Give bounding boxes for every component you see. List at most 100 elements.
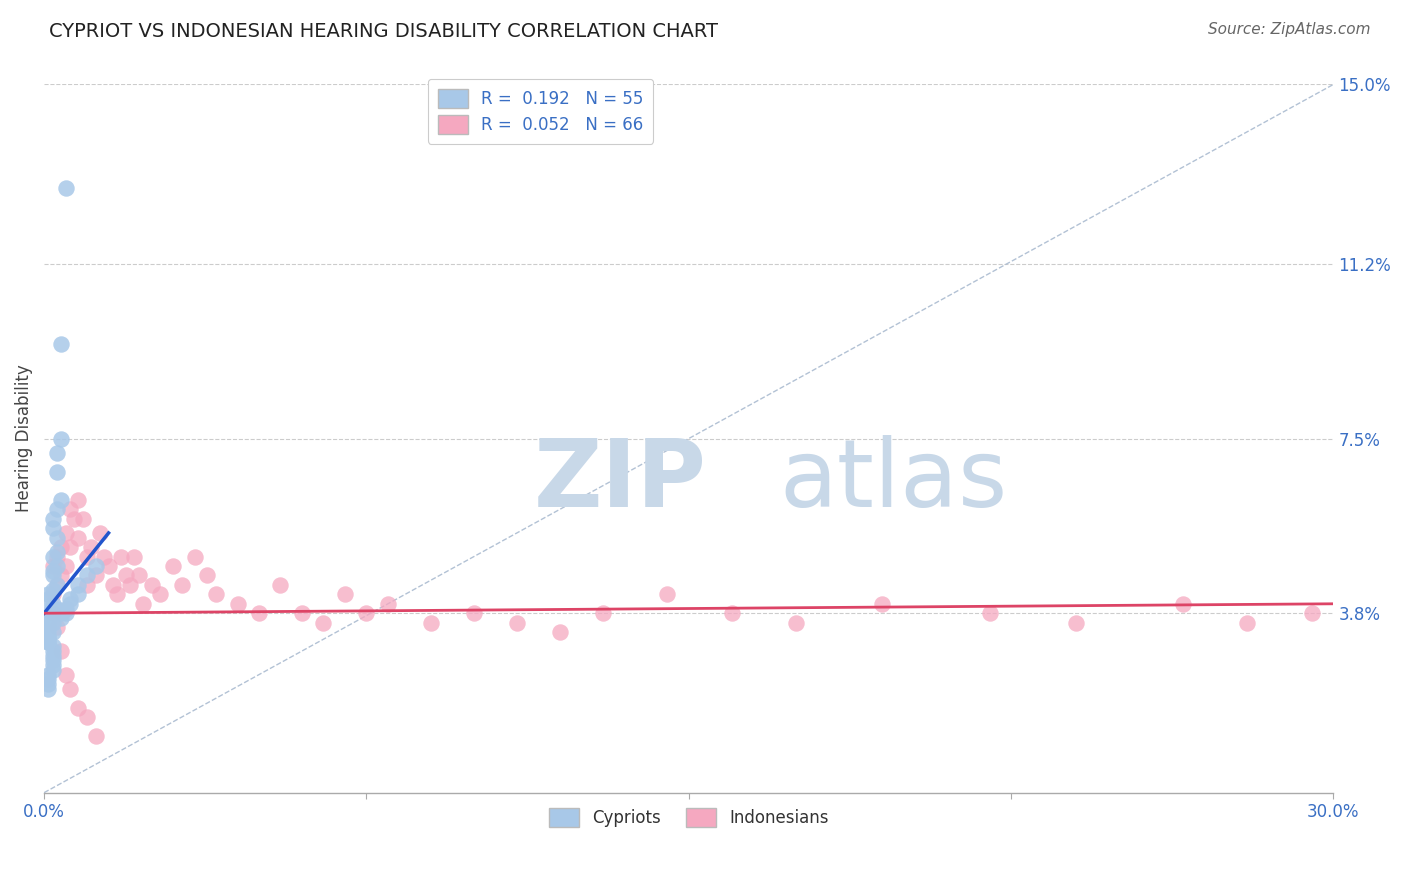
Point	[592, 606, 614, 620]
Point	[101, 578, 124, 592]
Point	[37, 615, 59, 630]
Point	[37, 673, 59, 687]
Point	[105, 587, 128, 601]
Point	[55, 181, 77, 195]
Point	[41, 568, 63, 582]
Point	[51, 611, 73, 625]
Point	[41, 648, 63, 663]
Point	[41, 512, 63, 526]
Point	[1236, 615, 1258, 630]
Point	[41, 653, 63, 667]
Point	[170, 578, 193, 592]
Point	[419, 615, 441, 630]
Point	[312, 615, 335, 630]
Point	[41, 640, 63, 654]
Point	[377, 597, 399, 611]
Point	[51, 606, 73, 620]
Point	[37, 606, 59, 620]
Point	[41, 549, 63, 564]
Point	[41, 606, 63, 620]
Point	[46, 549, 69, 564]
Point	[870, 597, 893, 611]
Point	[59, 597, 82, 611]
Point	[46, 531, 69, 545]
Point	[41, 601, 63, 615]
Point	[291, 606, 314, 620]
Point	[67, 700, 90, 714]
Point	[356, 606, 378, 620]
Text: atlas: atlas	[779, 435, 1007, 527]
Point	[59, 502, 82, 516]
Point	[41, 582, 63, 597]
Point	[37, 681, 59, 696]
Point	[84, 559, 107, 574]
Point	[333, 587, 356, 601]
Point	[41, 564, 63, 578]
Point	[46, 601, 69, 615]
Point	[37, 592, 59, 607]
Point	[41, 597, 63, 611]
Point	[205, 587, 228, 601]
Point	[76, 578, 98, 592]
Point	[41, 587, 63, 601]
Point	[46, 578, 69, 592]
Point	[785, 615, 807, 630]
Point	[110, 549, 132, 564]
Point	[37, 630, 59, 644]
Point	[46, 578, 69, 592]
Point	[46, 545, 69, 559]
Point	[89, 526, 111, 541]
Point	[76, 568, 98, 582]
Point	[59, 681, 82, 696]
Point	[51, 492, 73, 507]
Text: CYPRIOT VS INDONESIAN HEARING DISABILITY CORRELATION CHART: CYPRIOT VS INDONESIAN HEARING DISABILITY…	[49, 22, 718, 41]
Point	[80, 540, 103, 554]
Point	[46, 559, 69, 574]
Point	[55, 606, 77, 620]
Point	[1171, 597, 1194, 611]
Point	[72, 512, 94, 526]
Point	[46, 465, 69, 479]
Point	[120, 578, 142, 592]
Point	[46, 620, 69, 634]
Point	[67, 587, 90, 601]
Point	[149, 587, 172, 601]
Text: ZIP: ZIP	[534, 435, 707, 527]
Point	[41, 625, 63, 640]
Point	[63, 512, 86, 526]
Point	[37, 667, 59, 681]
Point	[51, 644, 73, 658]
Point	[51, 337, 73, 351]
Point	[37, 620, 59, 634]
Point	[55, 526, 77, 541]
Point	[59, 592, 82, 607]
Point	[41, 663, 63, 677]
Point	[93, 549, 115, 564]
Point	[197, 568, 219, 582]
Point	[51, 568, 73, 582]
Point	[76, 710, 98, 724]
Point	[37, 634, 59, 648]
Point	[55, 559, 77, 574]
Point	[132, 597, 155, 611]
Point	[51, 540, 73, 554]
Point	[67, 531, 90, 545]
Point	[37, 634, 59, 648]
Point	[67, 492, 90, 507]
Point	[979, 606, 1001, 620]
Point	[37, 587, 59, 601]
Point	[41, 644, 63, 658]
Point	[1301, 606, 1323, 620]
Point	[59, 540, 82, 554]
Point	[41, 615, 63, 630]
Legend: Cypriots, Indonesians: Cypriots, Indonesians	[543, 801, 835, 834]
Point	[506, 615, 529, 630]
Point	[548, 625, 571, 640]
Point	[46, 446, 69, 460]
Y-axis label: Hearing Disability: Hearing Disability	[15, 365, 32, 512]
Point	[162, 559, 184, 574]
Point	[84, 729, 107, 743]
Point	[141, 578, 163, 592]
Point	[37, 630, 59, 644]
Point	[37, 677, 59, 691]
